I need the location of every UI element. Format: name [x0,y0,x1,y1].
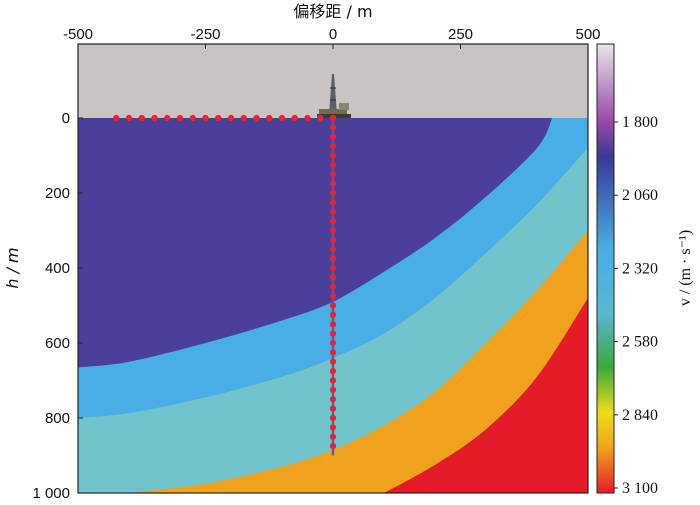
y-tick-label: 400 [45,260,70,277]
y-tick-label: 200 [45,185,70,202]
colorbar-tick-label: 1 800 [622,114,658,131]
well-receiver [329,189,337,197]
colorbar-tick-label: 2 320 [622,260,658,277]
well-receiver [329,227,337,234]
x-axis: -500 -250 0 250 500 [63,26,601,49]
surface-receiver [266,114,273,122]
surface-receiver [240,114,247,122]
well-receiver [329,377,337,384]
receivers [113,114,337,450]
well-receiver [329,236,337,243]
colorbar-tick-label: 2 060 [622,187,658,204]
well-receiver [329,218,337,225]
colorbar-ticks: 1 800 2 060 2 320 2 580 2 840 3 100 [614,114,658,497]
plot-area [77,43,589,494]
well-receiver [329,180,337,187]
well-receiver [329,161,337,168]
well-receiver [329,152,337,159]
well-receiver [329,124,337,131]
x-tick-label: 250 [448,26,473,43]
layer-highest [384,298,588,493]
well-receiver [329,330,337,337]
rig-derrick [329,74,337,115]
colorbar-tick-label: 2 840 [622,407,658,424]
x-tick-label: -500 [63,26,93,43]
colorbar-tick-label: 3 100 [622,480,658,497]
x-axis-title: 偏移距 / m [293,2,372,21]
surface-receiver [189,114,196,122]
surface-receiver [317,114,324,122]
layer-high [129,230,588,493]
x-tick-label: 0 [329,26,337,43]
well-receiver [329,199,337,206]
well-receiver [329,339,337,347]
well-receiver [329,143,337,150]
well-receiver [329,283,337,290]
well-receiver [329,255,337,262]
well-receiver [329,405,337,412]
rig-platform [319,109,347,116]
surface-receiver [125,114,133,122]
colorbar-title: v / (m · s⁻¹) [677,230,694,306]
well-receiver [329,321,337,328]
well-receiver [329,274,337,281]
x-tick-label: -250 [190,26,220,43]
well-receiver [329,293,337,300]
surface-receiver [278,114,286,122]
well-receiver [329,424,337,431]
y-tick-label: 800 [45,410,70,427]
surface-receiver [304,114,311,122]
y-tick-label: 600 [45,335,70,352]
colorbar-tick-label: 2 580 [622,334,658,351]
y-tick-label: 1 000 [32,485,70,502]
x-tick-label: 500 [575,26,600,43]
well-receiver [329,386,337,393]
well-receiver [329,368,337,375]
well-receiver [329,433,337,440]
well-receiver [329,358,337,365]
surface-receiver [176,114,184,122]
well-receiver [329,349,337,356]
rig-house [339,103,349,110]
well-receiver [329,133,337,140]
well-receiver [329,302,337,309]
surface-receiver [215,114,222,122]
colorbar-scale [596,43,615,494]
surface-receiver [164,114,171,122]
well-receiver [329,264,337,272]
surface-receiver [227,114,235,122]
surface-receiver [113,114,120,122]
surface-receiver [253,114,260,122]
well-receiver [329,443,337,450]
well-receiver [329,171,337,178]
y-axis: 0 200 400 600 800 1 000 [32,110,83,502]
surface-receiver [138,114,145,122]
well-receiver [329,414,337,422]
surface-receiver [151,114,158,122]
surface-receiver [202,114,209,122]
surface-receiver [291,114,298,122]
well-receiver [329,114,337,122]
y-axis-title: h / m [3,247,22,288]
colorbar: 1 800 2 060 2 320 2 580 2 840 3 100 v / (m · … [596,43,694,497]
well-receiver [329,396,337,403]
y-tick-label: 0 [62,110,70,127]
well-receiver [329,246,337,253]
well-receiver [329,311,337,318]
well-receiver [329,208,337,215]
